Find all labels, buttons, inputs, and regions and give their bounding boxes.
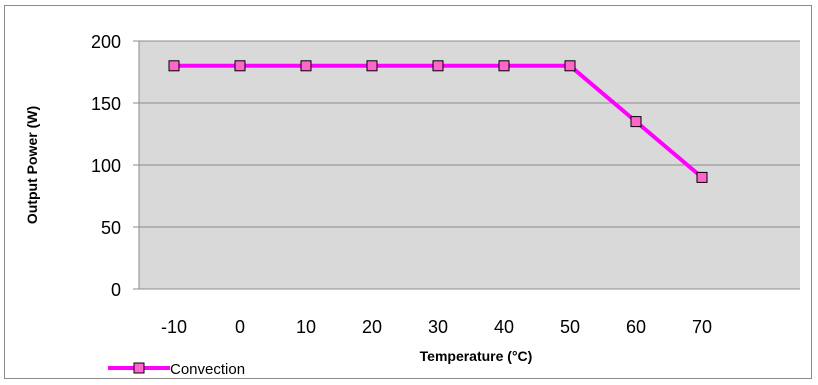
data-point-marker xyxy=(432,60,444,72)
x-tick-label: 70 xyxy=(692,317,712,337)
data-point-marker xyxy=(696,171,708,183)
x-tick-label: 30 xyxy=(428,317,448,337)
data-point-marker xyxy=(498,60,510,72)
y-tick-label: 100 xyxy=(91,156,121,176)
y-tick-label: 150 xyxy=(91,94,121,114)
data-point-marker xyxy=(168,60,180,72)
y-tick-labels: 0 50 100 150 200 xyxy=(91,32,121,300)
data-point-marker xyxy=(366,60,378,72)
x-tick-label: 50 xyxy=(560,317,580,337)
x-axis-title: Temperature (°C) xyxy=(420,348,533,364)
data-point-marker xyxy=(630,116,642,128)
y-tick-label: 50 xyxy=(101,218,121,238)
legend-label-convection: Convection xyxy=(170,361,245,378)
y-tick-label: 0 xyxy=(111,280,121,300)
y-tick-label: 200 xyxy=(91,32,121,52)
data-point-marker xyxy=(300,60,312,72)
x-tick-label: 60 xyxy=(626,317,646,337)
x-tick-label: 40 xyxy=(494,317,514,337)
x-tick-label: 20 xyxy=(362,317,382,337)
legend-marker xyxy=(133,362,145,374)
x-tick-label: -10 xyxy=(161,317,187,337)
legend: Convection xyxy=(108,361,245,378)
x-tick-label: 0 xyxy=(235,317,245,337)
data-point-marker xyxy=(234,60,246,72)
x-tick-labels: -10 0 10 20 30 40 50 60 70 xyxy=(161,317,712,337)
y-axis-title: Output Power (W) xyxy=(24,106,40,224)
series-convection xyxy=(168,60,708,183)
x-tick-label: 10 xyxy=(296,317,316,337)
gridlines xyxy=(133,40,800,290)
data-point-marker xyxy=(564,60,576,72)
